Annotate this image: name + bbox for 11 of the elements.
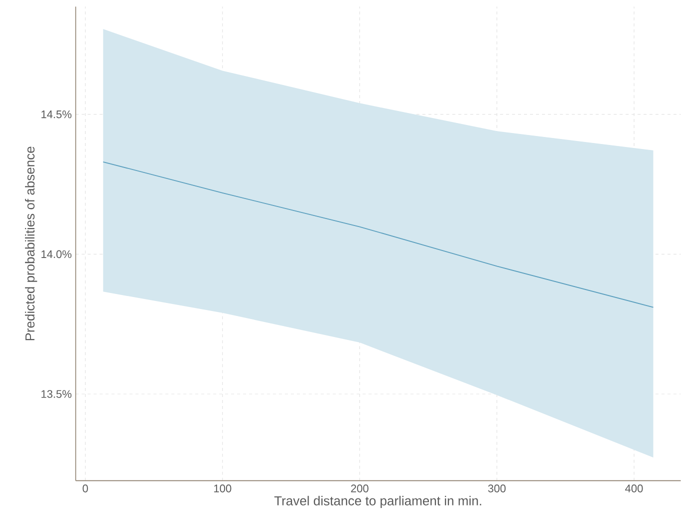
x-axis-title: Travel distance to parliament in min. <box>274 496 482 508</box>
x-tick-label: 100 <box>214 484 232 492</box>
x-tick-label: 0 <box>82 484 88 492</box>
line-series <box>102 161 654 308</box>
x-tick-label: 300 <box>488 484 506 492</box>
y-tick-label: 14.0% <box>41 250 72 258</box>
y-tick-label: 14.5% <box>41 110 72 118</box>
x-tick-label: 200 <box>351 484 368 492</box>
y-axis-title: Predicted probabilities of absence <box>25 146 38 340</box>
x-tick-label: 400 <box>625 484 643 492</box>
y-tick-label: 13.5% <box>41 390 72 398</box>
